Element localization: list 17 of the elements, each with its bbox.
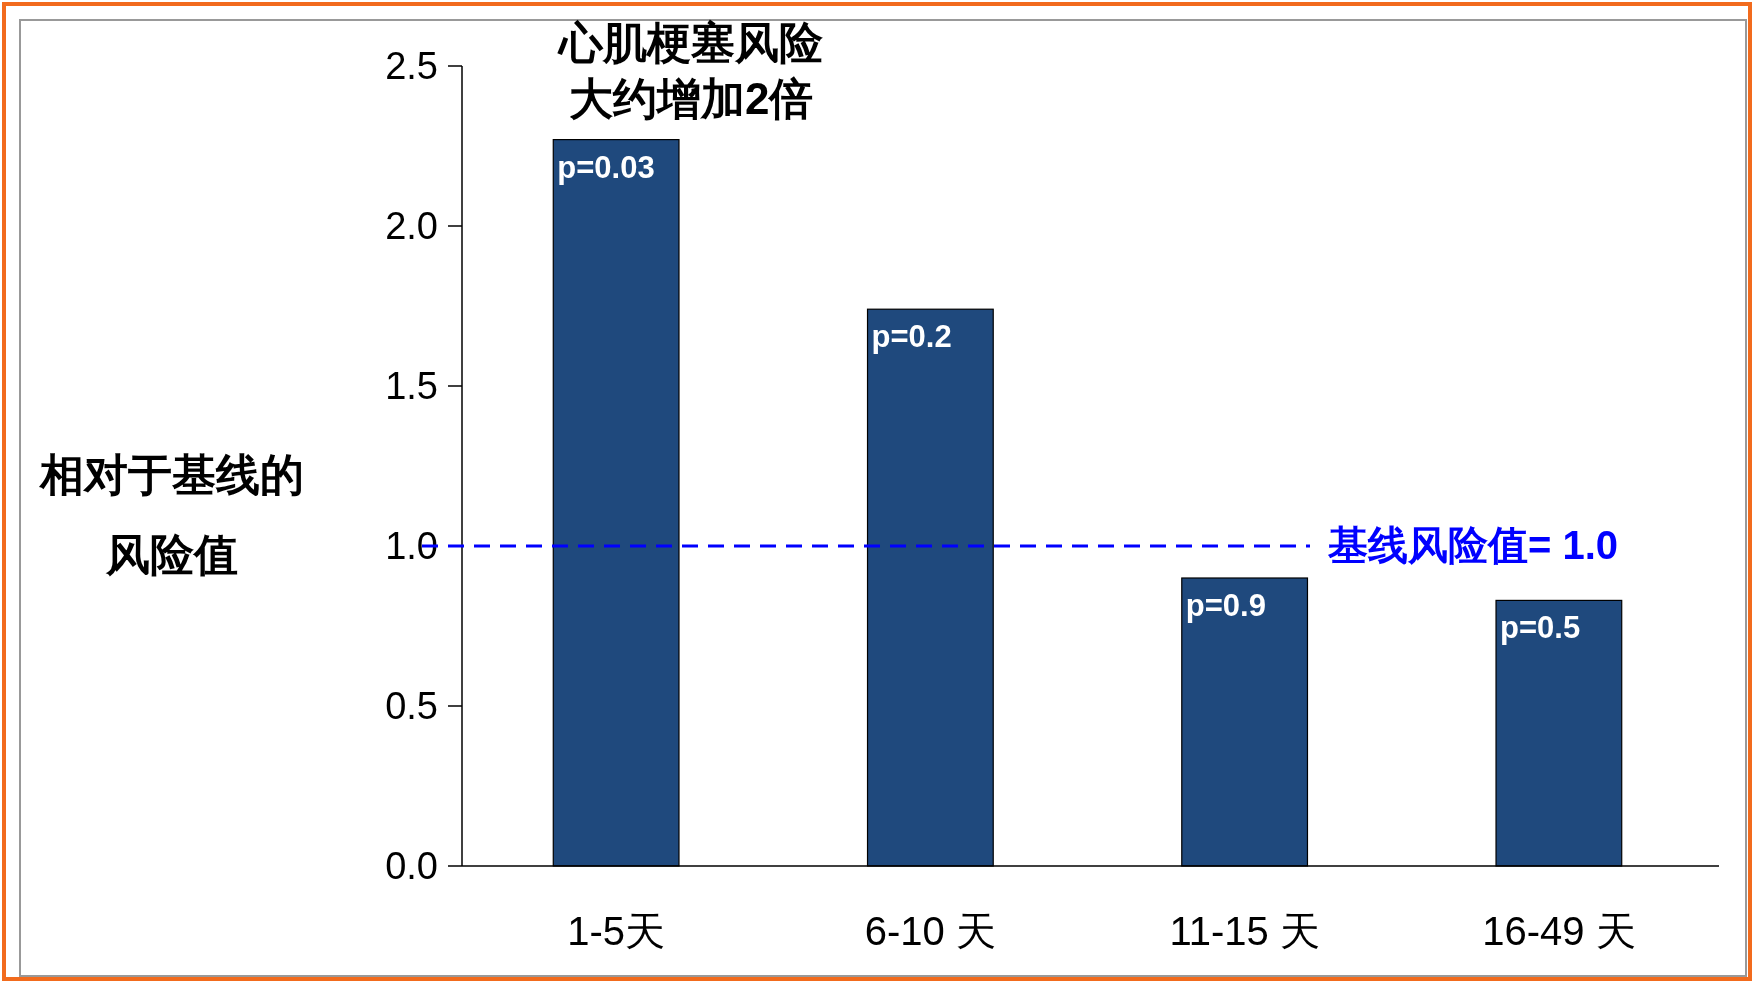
x-tick-label: 1-5天: [567, 909, 666, 953]
x-tick-label: 6-10 天: [864, 909, 996, 953]
annotation: p=0.5: [1500, 610, 1581, 646]
annotation: 心肌梗塞风险大约增加2倍: [557, 17, 824, 123]
x-tick-label: 11-15 天: [1169, 909, 1320, 953]
y-tick-label: 0.0: [385, 845, 438, 887]
y-tick-label: 0.5: [385, 685, 438, 727]
annotation: p=0.03: [557, 149, 655, 185]
y-tick-label: 1.5: [385, 365, 438, 407]
annotation: p=0.2: [871, 319, 952, 355]
y-tick-label: 2.5: [385, 45, 438, 87]
ref-line-label: 基线风险值= 1.0: [1327, 523, 1619, 567]
y-axis-title: 相对于基线的风险值: [38, 450, 304, 579]
annotation: p=0.9: [1185, 588, 1266, 623]
y-tick-label: 1.0: [385, 525, 438, 567]
y-tick-label: 2.0: [385, 205, 438, 247]
x-tick-label: 16-49 天: [1482, 909, 1636, 953]
